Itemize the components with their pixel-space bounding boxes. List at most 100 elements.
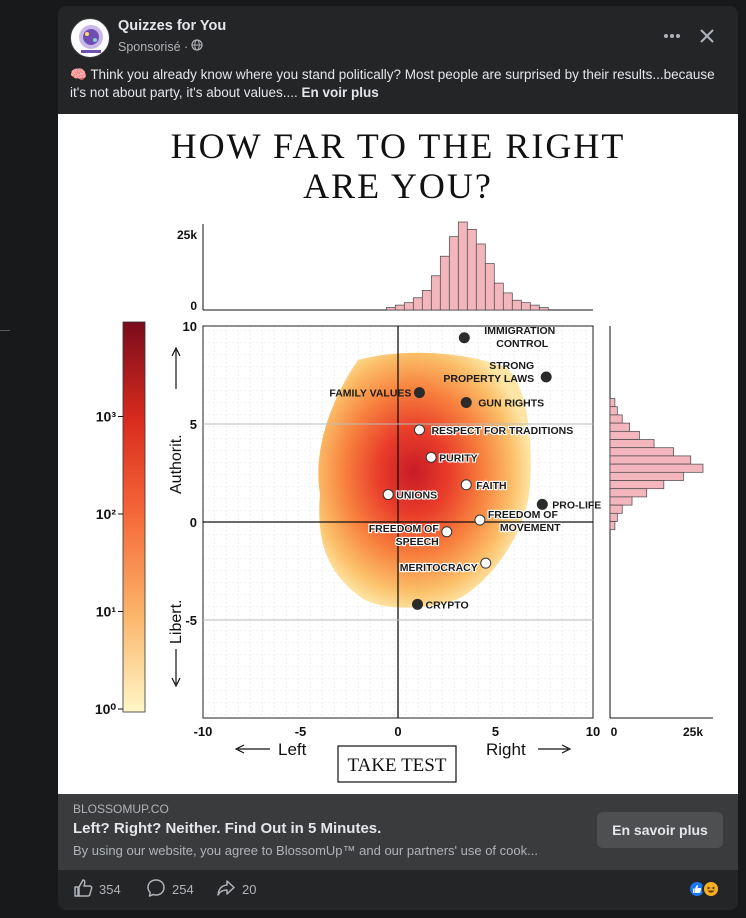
right-hist-bar — [610, 464, 703, 472]
top-hist-bar — [494, 283, 503, 310]
right-hist-bar — [610, 481, 664, 489]
y-tick-label: 10 — [183, 319, 197, 334]
right-axis-label: Right — [486, 740, 526, 759]
reaction-summary[interactable] — [688, 880, 728, 900]
top-hist-bar — [485, 264, 494, 310]
data-point-label: RESPECT FOR TRADITIONS — [431, 425, 573, 437]
sponsored-text: Sponsorisé · — [118, 40, 188, 54]
comment-count: 254 — [172, 882, 194, 897]
right-hist-bar — [610, 440, 654, 448]
data-point-label: FAMILY VALUES — [329, 388, 411, 400]
right-hist-tick-label: 0 — [611, 725, 618, 739]
right-hist-bar — [610, 513, 617, 521]
right-hist-bar — [610, 399, 615, 407]
post-body: 🧠 Think you already know where you stand… — [70, 66, 726, 102]
data-point — [475, 515, 485, 525]
sponsored-post-card: Quizzes for You Sponsorisé · 🧠 Think you… — [58, 6, 738, 910]
top-hist-tick-label: 0 — [190, 299, 197, 313]
post-actions-bar: 354 254 20 — [58, 870, 738, 910]
data-point-label: PURITY — [439, 452, 478, 464]
link-title[interactable]: Left? Right? Neither. Find Out in 5 Minu… — [73, 820, 381, 837]
top-hist-bar — [458, 222, 467, 310]
top-hist-bar — [449, 237, 458, 310]
sponsored-label: Sponsorisé · — [118, 39, 203, 54]
colorbar-tick-label: 10³ — [96, 409, 117, 425]
y-lower-axis-label: Libert. — [168, 600, 185, 644]
share-icon — [216, 878, 236, 901]
right-hist-bar — [610, 423, 630, 431]
top-hist-tick-label: 25k — [177, 228, 197, 242]
colorbar-tick-label: 10² — [96, 506, 117, 522]
y-tick-label: -5 — [185, 613, 197, 628]
ad-creative-image[interactable]: HOW FAR TO THE RIGHT ARE YOU? — [58, 114, 738, 794]
close-icon[interactable] — [694, 23, 720, 49]
data-point — [414, 388, 424, 398]
data-point — [537, 499, 547, 509]
x-tick-label: 0 — [394, 724, 401, 739]
data-point-label: CRYPTO — [426, 599, 469, 611]
x-tick-label: 5 — [492, 724, 499, 739]
top-hist-bar — [512, 300, 521, 310]
right-hist-bar — [610, 489, 647, 497]
data-point — [541, 372, 551, 382]
data-point — [461, 397, 471, 407]
link-preview-bar[interactable]: BLOSSOMUP.CO Left? Right? Neither. Find … — [58, 794, 738, 870]
post-text: 🧠 Think you already know where you stand… — [70, 67, 715, 100]
data-point-label: PRO-LIFE — [552, 499, 601, 511]
side-divider — [0, 330, 10, 331]
right-hist-bar — [610, 522, 615, 530]
take-test-label: TAKE TEST — [348, 755, 447, 776]
page-avatar[interactable] — [70, 18, 110, 58]
globe-icon — [191, 39, 203, 54]
data-point — [459, 333, 469, 343]
data-point — [426, 452, 436, 462]
top-hist-bar — [422, 290, 431, 310]
colorbar-tick-label: 10⁰ — [95, 701, 117, 717]
more-options-button[interactable] — [660, 24, 684, 48]
creative-title-line1: HOW FAR TO THE RIGHT — [171, 126, 626, 166]
top-hist-bar — [530, 305, 539, 310]
y-tick-label: 0 — [190, 515, 197, 530]
x-tick-label: 10 — [586, 724, 600, 739]
link-description: By using our website, you agree to Bloss… — [73, 843, 538, 858]
top-hist-bar — [395, 305, 404, 310]
data-point-label: MERITOCRACY — [400, 562, 478, 574]
top-hist-bar — [386, 308, 395, 310]
right-hist-tick-label: 25k — [683, 725, 703, 739]
right-hist-bar — [610, 497, 632, 505]
top-hist-bar — [413, 298, 422, 310]
data-point — [383, 490, 393, 500]
top-hist-bar — [503, 293, 512, 310]
y-tick-label: 5 — [190, 417, 197, 432]
right-hist-bar — [610, 415, 622, 423]
share-count: 20 — [242, 882, 256, 897]
data-point-label: FAITH — [476, 480, 506, 492]
colorbar — [123, 322, 145, 712]
learn-more-button[interactable]: En savoir plus — [597, 812, 723, 848]
right-hist-bar — [610, 472, 683, 480]
haha-reaction-icon — [702, 880, 720, 898]
y-upper-axis-label: Authorit. — [168, 434, 185, 494]
top-hist-bar — [404, 303, 413, 310]
like-button[interactable]: 354 — [73, 878, 121, 901]
share-button[interactable]: 20 — [216, 878, 256, 901]
data-point-label: UNIONS — [396, 490, 437, 502]
top-hist-bar — [440, 256, 449, 310]
comment-button[interactable]: 254 — [146, 878, 194, 901]
comment-icon — [146, 878, 166, 901]
creative-title-line2: ARE YOU? — [303, 166, 493, 206]
data-point — [481, 558, 491, 568]
right-hist-bar — [610, 505, 622, 513]
top-hist-bar — [539, 308, 548, 310]
left-axis-label: Left — [278, 740, 307, 759]
data-point — [461, 480, 471, 490]
page-name[interactable]: Quizzes for You — [118, 18, 226, 34]
top-hist-bar — [431, 276, 440, 310]
political-compass-chart: HOW FAR TO THE RIGHT ARE YOU? — [58, 114, 738, 794]
right-hist-bar — [610, 407, 617, 415]
link-domain: BLOSSOMUP.CO — [73, 802, 169, 816]
right-hist-bar — [610, 456, 691, 464]
right-hist-bar — [610, 448, 674, 456]
see-more-link[interactable]: En voir plus — [302, 85, 379, 100]
x-tick-label: -10 — [194, 724, 213, 739]
